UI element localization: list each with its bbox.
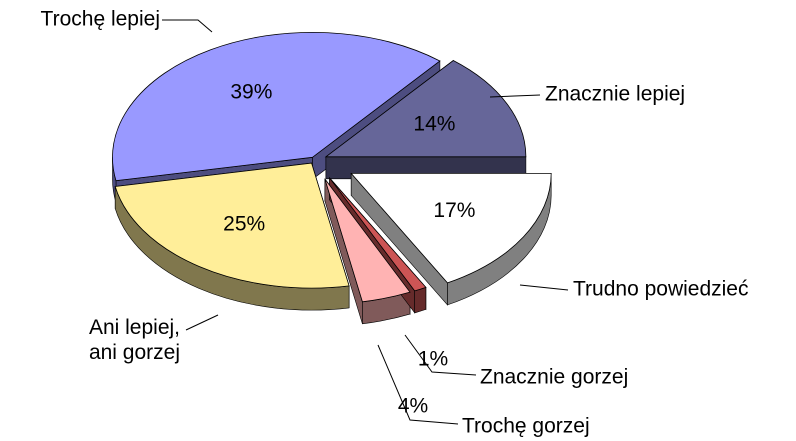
value-label: 39%	[230, 80, 272, 103]
slice	[350, 173, 552, 284]
leader-line	[185, 314, 219, 331]
category-label: Znacznie lepiej	[545, 83, 685, 106]
slice-wall	[414, 286, 427, 314]
category-label: Trochę gorzej	[462, 415, 590, 438]
leader-line	[404, 334, 477, 376]
slice	[324, 178, 411, 303]
value-label: 4%	[398, 395, 428, 418]
leader-line	[377, 344, 459, 425]
slice	[112, 31, 441, 182]
value-label: 25%	[223, 213, 265, 236]
leader-line	[489, 94, 541, 98]
leader-line	[162, 19, 213, 33]
leader-line	[519, 284, 569, 291]
category-label: Trudno powiedzieć	[573, 278, 749, 301]
value-label: 1%	[418, 348, 448, 371]
slice	[114, 162, 350, 289]
slice	[329, 177, 427, 292]
category-label: Ani lepiej, ani gorzej	[89, 316, 180, 364]
category-label: Znacznie gorzej	[480, 366, 628, 389]
value-label: 17%	[433, 199, 475, 222]
value-label: 14%	[413, 112, 455, 135]
category-label: Trochę lepiej	[41, 8, 160, 31]
slice	[324, 60, 527, 158]
